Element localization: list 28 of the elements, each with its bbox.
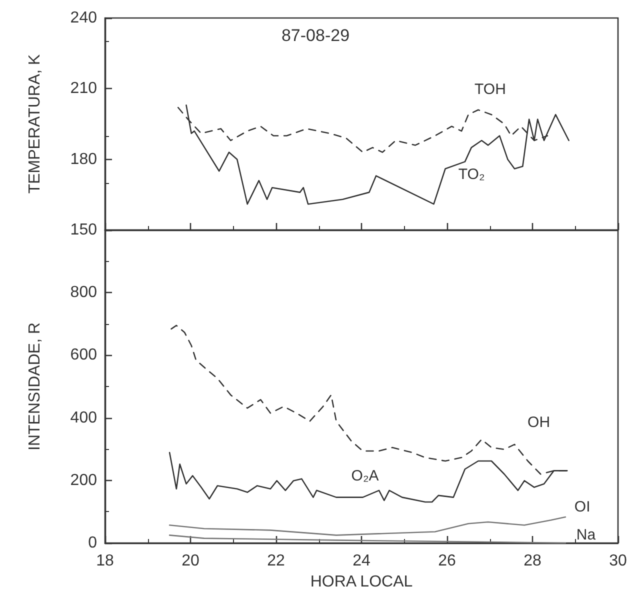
x-tick-label: 22	[267, 552, 285, 570]
x-tick-label: 20	[182, 552, 200, 570]
x-tick-label: 28	[524, 552, 542, 570]
x-axis-title: HORA LOCAL	[310, 573, 413, 590]
x-tick-label: 18	[96, 552, 114, 570]
y-tick-label: 0	[88, 534, 98, 552]
y-tick-label: 600	[70, 346, 98, 364]
series-label: O₂A	[351, 467, 379, 484]
series-label: TOH	[474, 80, 506, 98]
y-tick-label: 240	[70, 10, 98, 26]
x-tick-label: 24	[352, 552, 370, 570]
y-tick-label: 210	[70, 80, 98, 98]
y-axis-title: INTENSIDADE, R	[26, 322, 44, 451]
y-axis-title: TEMPERATURA, K	[26, 54, 44, 194]
y-tick-label: 150	[70, 222, 98, 238]
y-tick-label: 200	[70, 472, 98, 489]
x-tick-label: 26	[438, 552, 456, 570]
line-series	[168, 534, 566, 544]
y-tick-label: 400	[70, 409, 98, 426]
series-label: Na	[576, 526, 596, 544]
x-tick-label: 30	[609, 552, 627, 570]
text: 87-08-29	[281, 26, 350, 45]
series-label: OH	[528, 414, 550, 431]
series-label: TO₂	[458, 166, 485, 183]
y-tick-label: 800	[70, 284, 98, 302]
line-series	[168, 516, 566, 536]
y-tick-label: 180	[70, 150, 98, 168]
series-label: OI	[574, 498, 590, 516]
